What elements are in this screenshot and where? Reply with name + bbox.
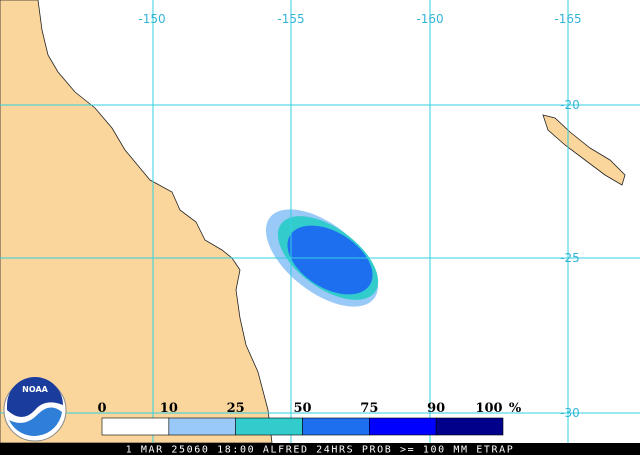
- legend-label: 25: [227, 401, 245, 416]
- noaa-logo: NOAA: [3, 377, 67, 442]
- legend-swatch: [302, 417, 370, 436]
- legend-swatch: [101, 417, 170, 436]
- longitude-label: -165: [554, 12, 581, 26]
- grid: [0, 0, 640, 443]
- legend-unit: %: [509, 401, 522, 416]
- caption-bar: [0, 443, 640, 455]
- prob-high: [287, 225, 373, 295]
- latitude-label: -25: [560, 251, 580, 265]
- longitude-label: -155: [277, 12, 304, 26]
- logo-top: [7, 377, 63, 417]
- legend-swatch: [369, 417, 437, 436]
- logo-bottom: [9, 407, 62, 436]
- legend-label: 50: [293, 401, 311, 416]
- australia-land: [0, 0, 273, 444]
- longitude-label: -150: [138, 12, 165, 26]
- legend-label: 100: [475, 401, 502, 416]
- caption: 1 MAR 25060 18:00 ALFRED 24HRS PROB >= 1…: [126, 445, 515, 455]
- logo-text: NOAA: [22, 385, 48, 394]
- latitude-label: -30: [560, 406, 580, 420]
- legend-label: 10: [160, 401, 178, 416]
- legend-swatch: [168, 417, 236, 436]
- legend: 0 10 25 50 75 90 100%: [97, 401, 522, 436]
- legend-swatch: [435, 417, 504, 436]
- coordinate-labels: -150 -155 -160 -165 -20 -25 -30: [138, 12, 581, 420]
- legend-label: 90: [427, 401, 445, 416]
- latitude-label: -20: [560, 98, 580, 112]
- legend-swatch: [235, 417, 303, 436]
- legend-label: 0: [97, 401, 106, 416]
- longitude-label: -160: [416, 12, 443, 26]
- legend-label: 75: [360, 401, 378, 416]
